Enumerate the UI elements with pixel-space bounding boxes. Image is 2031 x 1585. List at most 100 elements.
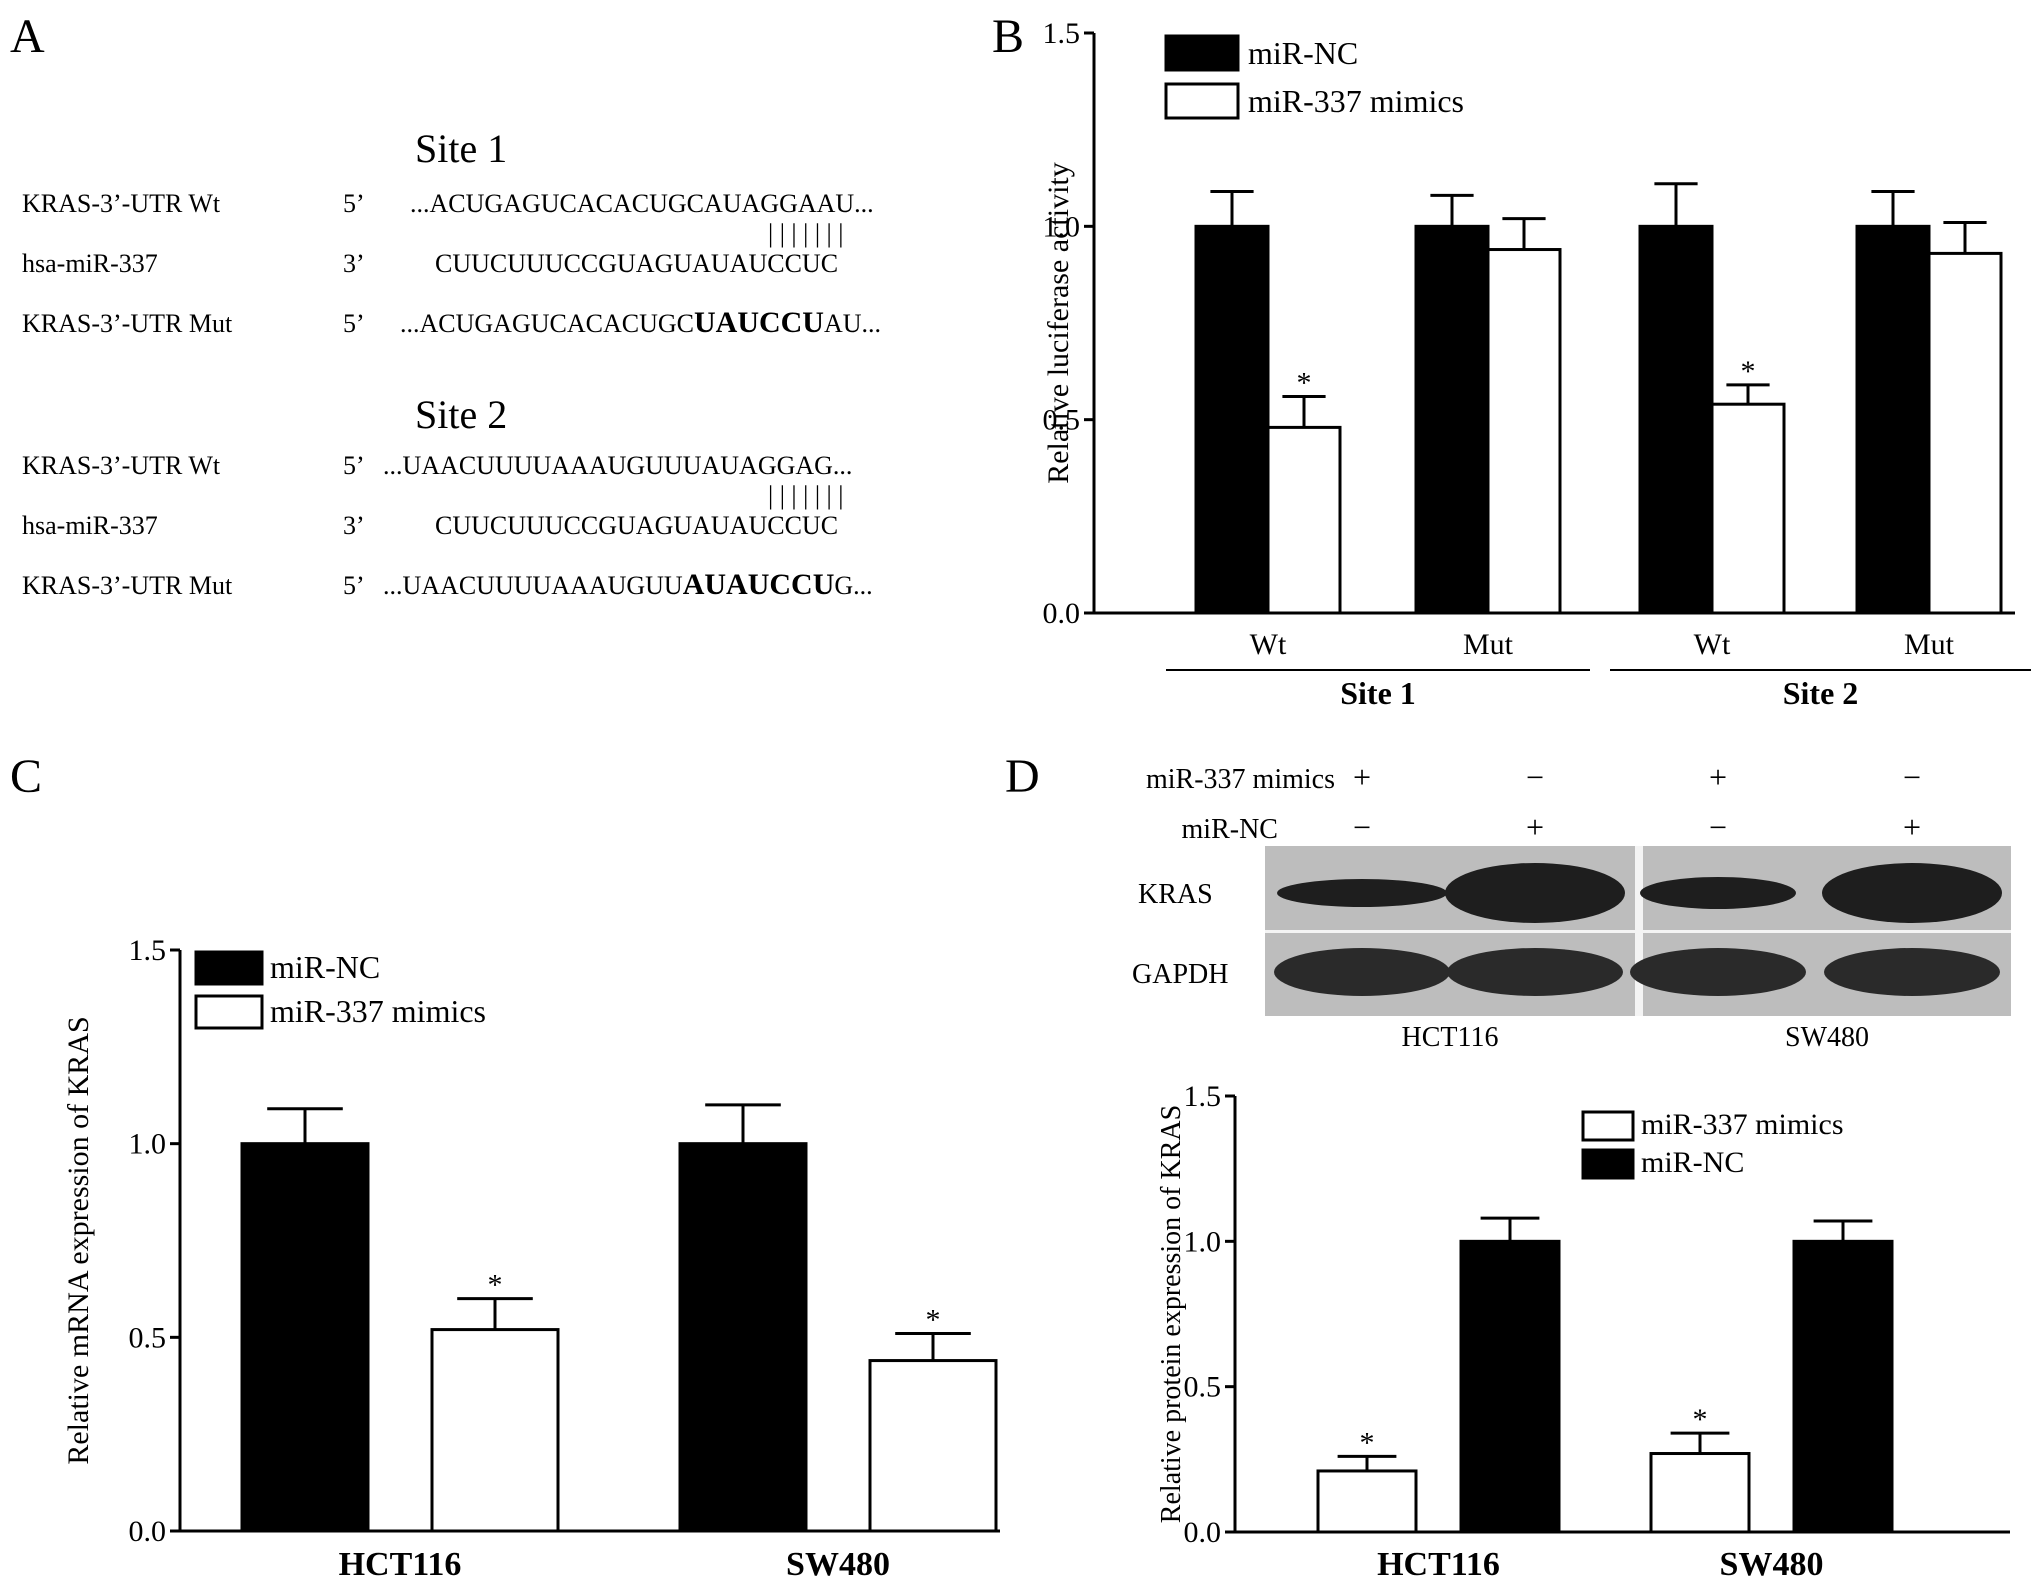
y-tick-label: 1.0	[1043, 210, 1081, 243]
significance-star: *	[1693, 1403, 1708, 1436]
site2-mut-end: 5’	[343, 571, 365, 600]
panel-b-chart: 0.0 0.5 1.0 1.5 Relative luciferase activity…	[1042, 17, 2031, 711]
significance-star: *	[926, 1303, 941, 1336]
y-tick-label: 0.5	[1184, 1371, 1222, 1404]
panel-label-a: A	[10, 10, 45, 63]
bar	[1792, 1239, 1894, 1534]
group-label: Site 2	[1783, 675, 1859, 711]
blot-sign: +	[1709, 759, 1727, 795]
y-tick-label: 0.5	[1043, 404, 1081, 437]
bar	[1710, 402, 1786, 615]
blot-sign: −	[1903, 759, 1921, 795]
legend-swatch	[1581, 1110, 1635, 1142]
panel-d-blot: miR-337 mimics + − + − miR-NC − + − + KR…	[1132, 759, 2011, 1053]
site2-wt-label: KRAS-3’-UTR Wt	[22, 451, 221, 480]
site2-pairing: | | | | | | |	[768, 481, 843, 510]
panel-label-c: C	[10, 750, 42, 803]
significance-star: *	[488, 1269, 503, 1302]
bar	[1414, 224, 1490, 615]
legend-swatch	[194, 950, 264, 986]
blot-treatment-label-mimics: miR-337 mimics	[1146, 764, 1335, 795]
bar	[1927, 251, 2003, 615]
site1-mir-end: 3’	[343, 249, 365, 278]
legend-label: miR-NC	[1248, 35, 1358, 71]
y-tick-label: 1.5	[129, 934, 167, 967]
site2-mir-label: hsa-miR-337	[22, 511, 158, 540]
blot-sign: −	[1526, 759, 1544, 795]
y-tick-label: 0.0	[1043, 597, 1081, 630]
panel-c-chart: 0.0 0.5 1.0 1.5 Relative mRNA expression of …	[62, 934, 1000, 1583]
kras-band	[1445, 863, 1625, 923]
legend-swatch	[1164, 34, 1240, 72]
kras-band	[1277, 879, 1447, 907]
y-tick-label: 1.0	[129, 1128, 167, 1161]
category-label: SW480	[786, 1546, 890, 1583]
significance-star: *	[1297, 366, 1312, 399]
y-tick-label: 0.0	[129, 1515, 167, 1548]
bar	[868, 1359, 998, 1533]
bar	[1459, 1239, 1561, 1534]
gapdh-band	[1274, 948, 1450, 996]
site2-wt-end: 5’	[343, 451, 365, 480]
site1-pairing: | | | | | | |	[768, 219, 843, 248]
site1-wt-seq: ...ACUGAGUCACACUGCAUAGGAAU...	[410, 189, 874, 218]
site1-mut-end: 5’	[343, 309, 365, 338]
blot-sign: +	[1903, 809, 1921, 845]
site2-mut-seq: ...UAACUUUUAAAUGUUAUAUCCUG...	[383, 568, 873, 601]
site1-wt-end: 5’	[343, 189, 365, 218]
blot-sign: +	[1526, 809, 1544, 845]
blot-band-label-gapdh: GAPDH	[1132, 959, 1228, 990]
bar	[430, 1328, 560, 1533]
legend-label: miR-337 mimics	[1248, 83, 1464, 119]
panel-label-d: D	[1005, 750, 1040, 803]
significance-star: *	[1360, 1426, 1375, 1459]
bar	[1638, 224, 1714, 615]
category-label: HCT116	[339, 1546, 462, 1583]
legend-label: miR-337 mimics	[270, 993, 486, 1029]
legend-swatch	[1581, 1148, 1635, 1180]
site2-title: Site 2	[415, 392, 507, 437]
category-label: Mut	[1463, 628, 1514, 661]
bar	[1486, 248, 1562, 615]
blot-cell-line-sw480: SW480	[1785, 1022, 1869, 1053]
bar	[678, 1142, 808, 1533]
group-label: Site 1	[1340, 675, 1416, 711]
panel-a: Site 1 KRAS-3’-UTR Wt 5’ ...ACUGAGUCACAC…	[22, 126, 881, 601]
site2-mir-seq: CUUCUUUCCGUAGUAUAUCCUC	[435, 511, 838, 540]
bar	[1266, 425, 1342, 615]
blot-band-label-kras: KRAS	[1138, 879, 1213, 910]
site2-mut-label: KRAS-3’-UTR Mut	[22, 571, 233, 600]
kras-band	[1822, 863, 2002, 923]
site1-mir-seq: CUUCUUUCCGUAGUAUAUCCUC	[435, 249, 838, 278]
legend-swatch	[1164, 82, 1240, 120]
blot-row-separator	[1265, 930, 2011, 933]
y-axis-title: Relative mRNA expression of KRAS	[62, 1016, 95, 1464]
site1-mut-label: KRAS-3’-UTR Mut	[22, 309, 233, 338]
panel-label-b: B	[992, 10, 1024, 63]
y-axis-title: Relative luciferase activity	[1042, 162, 1075, 484]
legend-label: miR-NC	[1641, 1146, 1744, 1179]
site2-wt-seq: ...UAACUUUUAAAUGUUUAUAGGAG...	[383, 451, 852, 480]
y-axis-title: Relative protein expression of KRAS	[1156, 1105, 1187, 1523]
bar	[240, 1142, 370, 1533]
site2-mir-end: 3’	[343, 511, 365, 540]
legend-label: miR-337 mimics	[1641, 1108, 1844, 1141]
bar	[1194, 224, 1270, 615]
category-label: Wt	[1694, 628, 1731, 661]
gapdh-band	[1447, 948, 1623, 996]
y-tick-label: 1.0	[1184, 1225, 1222, 1258]
y-tick-label: 1.5	[1184, 1080, 1222, 1113]
y-tick-label: 0.0	[1184, 1516, 1222, 1549]
blot-treatment-label-nc: miR-NC	[1182, 814, 1278, 845]
site1-wt-label: KRAS-3’-UTR Wt	[22, 189, 221, 218]
gapdh-band	[1824, 948, 2000, 996]
blot-sign: −	[1353, 809, 1371, 845]
blot-cell-line-hct116: HCT116	[1402, 1022, 1499, 1053]
significance-star: *	[1741, 355, 1756, 388]
kras-band	[1640, 877, 1796, 909]
legend-label: miR-NC	[270, 949, 380, 985]
legend-swatch	[194, 994, 264, 1030]
bar	[1649, 1452, 1751, 1534]
